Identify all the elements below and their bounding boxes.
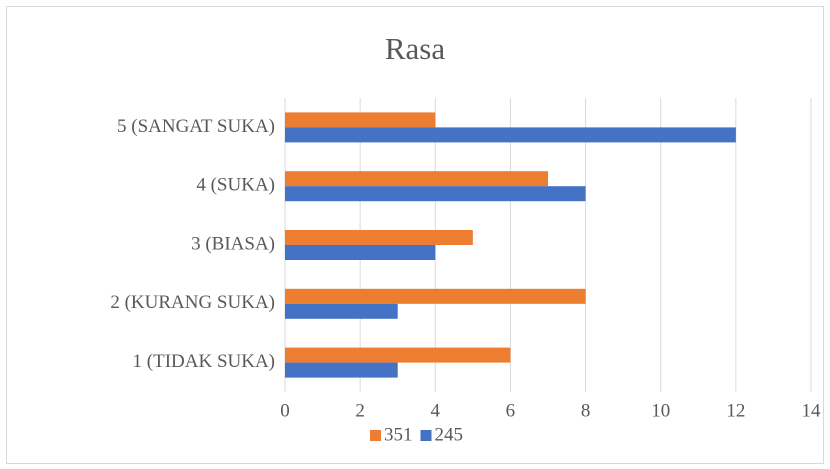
bar: [285, 230, 473, 245]
x-tick-label: 12: [726, 400, 745, 421]
legend-swatch: [370, 430, 381, 441]
x-tick-label: 8: [581, 400, 591, 421]
bar: [285, 362, 398, 378]
chart-title: Rasa: [385, 31, 446, 66]
legend-label: 351: [384, 424, 413, 445]
x-tick-label: 4: [431, 400, 441, 421]
x-tick-label: 14: [802, 400, 822, 421]
x-tick-label: 10: [651, 400, 670, 421]
y-tick-label: 3 (BIASA): [191, 233, 275, 254]
bar: [285, 303, 398, 319]
bar: [285, 186, 586, 202]
y-tick-label: 4 (SUKA): [196, 175, 275, 196]
y-tick-label: 1 (TIDAK SUKA): [133, 351, 275, 372]
bar: [285, 171, 548, 187]
bar: [285, 347, 511, 363]
bar: [285, 127, 736, 143]
bar: [285, 112, 436, 128]
bar: [285, 288, 586, 304]
y-tick-label: 5 (SANGAT SUKA): [117, 116, 275, 137]
legend-label: 245: [435, 424, 464, 445]
y-tick-label: 2 (KURANG SUKA): [110, 292, 275, 313]
x-tick-label: 6: [506, 400, 516, 421]
x-tick-label: 0: [280, 400, 290, 421]
bar: [285, 245, 436, 260]
x-tick-label: 2: [355, 400, 365, 421]
legend-swatch: [420, 430, 432, 441]
